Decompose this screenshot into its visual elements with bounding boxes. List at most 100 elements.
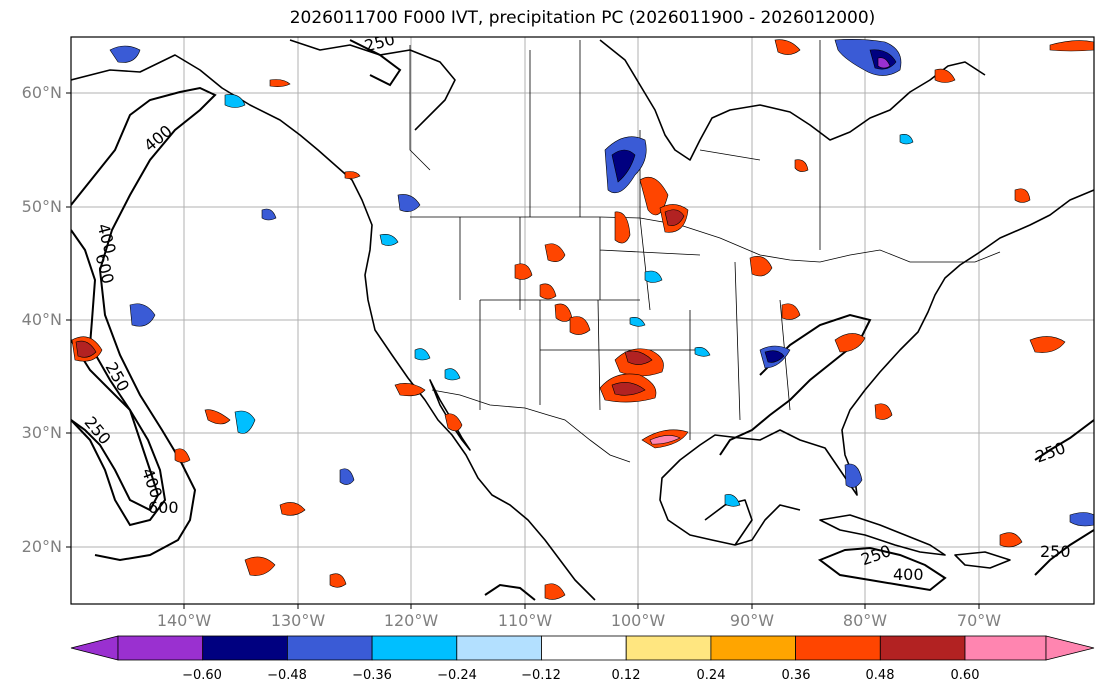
- lon-label-80w: 80°W: [842, 611, 888, 630]
- ivt-contour-line: [1034, 529, 1094, 576]
- hispaniola-coast: [954, 551, 1011, 569]
- lon-label-100w: 100°W: [610, 611, 666, 630]
- precip-negative-areas: [109, 39, 1094, 527]
- precip-blob: [934, 68, 956, 83]
- ivt-contour-line: [71, 339, 160, 512]
- alaska-coast: [71, 54, 596, 601]
- colorbar-label: 0.60: [950, 668, 980, 683]
- precip-blob: [444, 413, 463, 432]
- precip-blob: [1014, 188, 1031, 203]
- alaska-canada-border: [409, 45, 431, 171]
- colorbar-segment: [456, 635, 542, 661]
- colorbar-segment: [371, 635, 458, 661]
- precip-blob: [224, 94, 246, 108]
- precip-blob: [539, 283, 557, 300]
- precip-blob: [394, 383, 426, 397]
- lon-label-90w: 90°W: [729, 611, 775, 630]
- precip-blob: [611, 149, 636, 183]
- lat-label-60n: 60°N: [21, 83, 62, 102]
- cuba-coast: [819, 514, 946, 556]
- colorbar-extend-right: [1045, 635, 1095, 661]
- colorbar-label: 0.36: [781, 668, 811, 683]
- precip-blob: [397, 194, 421, 212]
- colorbar-label: −0.36: [352, 668, 392, 683]
- us-canada-border: [410, 216, 1001, 263]
- precip-blob: [877, 57, 891, 69]
- colorbar-segment: [795, 635, 881, 661]
- yucatan-coast: [704, 499, 753, 546]
- precip-blob: [899, 134, 914, 145]
- precip-blob: [644, 270, 663, 283]
- colorbar-extend-left: [70, 635, 119, 661]
- precip-blob: [1049, 40, 1094, 52]
- precip-blob: [544, 583, 566, 600]
- colorbar-segment: [964, 635, 1047, 661]
- precip-blob: [269, 79, 291, 87]
- precip-blob: [261, 208, 277, 221]
- precip-blob: [344, 171, 361, 179]
- ivt-contour-line: [349, 39, 402, 87]
- lon-label-70w: 70°W: [956, 611, 1002, 630]
- precip-blob: [1029, 336, 1066, 353]
- precip-blob: [444, 368, 461, 381]
- lon-label-130w: 130°W: [270, 611, 326, 630]
- precip-blob: [624, 350, 653, 365]
- colorbar-label: 0.48: [865, 668, 895, 683]
- contour-label: 600: [148, 498, 179, 517]
- contour-label: 400: [140, 121, 176, 155]
- precip-blob: [244, 556, 276, 576]
- colorbar-label: −0.24: [437, 668, 477, 683]
- colorbar-segment: [286, 635, 373, 661]
- precip-blob: [694, 347, 711, 357]
- precip-blob: [999, 532, 1023, 548]
- lon-label-120w: 120°W: [383, 611, 439, 630]
- ivt-contour-labels: 400 250 400 600 250 250 400 600 250 250 …: [81, 37, 1071, 584]
- precip-blob: [569, 316, 591, 335]
- precip-blob: [874, 403, 893, 420]
- colorbar-segment: [202, 635, 288, 661]
- precip-positive-areas: [71, 39, 1094, 600]
- lat-label-50n: 50°N: [21, 197, 62, 216]
- contour-label: 250: [102, 359, 134, 395]
- precip-blob: [794, 159, 809, 172]
- tick-marks: [66, 92, 980, 609]
- precip-blob: [109, 45, 141, 63]
- colorbar-label: 0.12: [611, 668, 641, 683]
- precip-blob: [611, 382, 646, 396]
- precip-blob: [834, 333, 866, 353]
- colorbar-segment: [710, 635, 797, 661]
- contour-label: 250: [858, 541, 893, 569]
- ivt-contour-line: [817, 546, 947, 592]
- precip-blob: [664, 209, 685, 226]
- precip-blob: [339, 468, 355, 485]
- precip-blob: [174, 448, 191, 463]
- ivt-contour-line: [484, 583, 536, 601]
- precip-blob: [544, 243, 566, 262]
- ivt-contour-line: [71, 229, 167, 527]
- precip-blob: [279, 502, 306, 516]
- east-coast: [659, 189, 1094, 546]
- ivt-contour-line: [1034, 419, 1094, 461]
- us-west-arctic-coast: [289, 39, 456, 131]
- ivt-contours: [71, 39, 1094, 601]
- political-borders: [409, 40, 1001, 463]
- precip-blob: [649, 435, 681, 445]
- precip-blob: [129, 303, 156, 327]
- colorbar-segment: [879, 635, 966, 661]
- precip-blob: [749, 256, 773, 277]
- contour-label: 400: [94, 221, 120, 255]
- lat-label-20n: 20°N: [21, 537, 62, 556]
- us-mexico-border: [431, 389, 631, 463]
- precip-blob: [329, 573, 347, 588]
- precip-blob: [514, 263, 533, 280]
- baja-coast: [429, 379, 471, 451]
- precip-blob: [614, 211, 631, 244]
- precip-blob: [639, 176, 669, 216]
- lon-label-140w: 140°W: [156, 611, 212, 630]
- precip-blob: [774, 39, 801, 55]
- ivt-contour-line: [71, 86, 217, 562]
- colorbar-label: 0.24: [696, 668, 726, 683]
- precip-blob: [554, 303, 573, 322]
- lon-label-110w: 110°W: [497, 611, 553, 630]
